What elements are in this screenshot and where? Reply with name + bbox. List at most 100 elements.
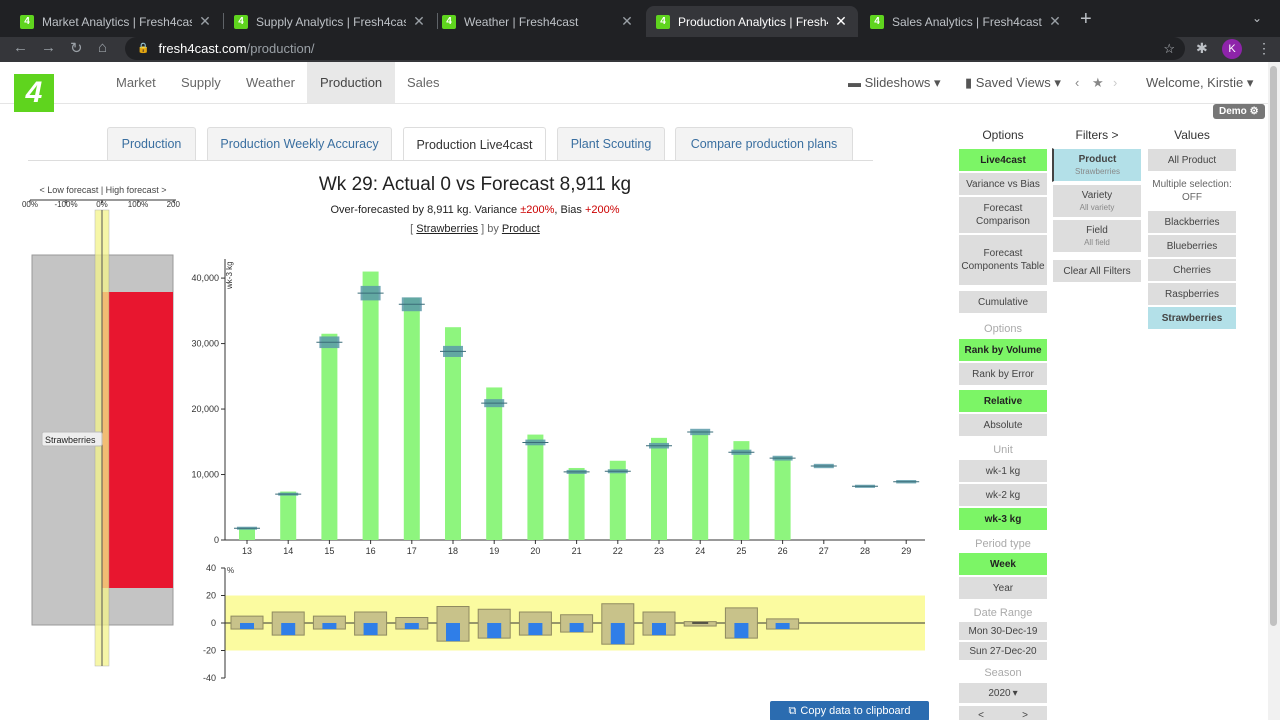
bias-bar bbox=[240, 623, 254, 630]
rank-by-volume-button[interactable]: Rank by Volume bbox=[958, 338, 1048, 362]
close-icon[interactable]: ✕ bbox=[199, 13, 211, 29]
filter-label: Variety bbox=[1081, 190, 1113, 201]
url-host: fresh4cast.com bbox=[158, 41, 247, 56]
clear-all-filters-button[interactable]: Clear All Filters bbox=[1052, 259, 1142, 283]
page-scrollbar-thumb[interactable] bbox=[1270, 66, 1277, 626]
value-raspberries[interactable]: Raspberries bbox=[1147, 282, 1237, 306]
filter-value: All field bbox=[1084, 238, 1110, 247]
close-icon[interactable]: ✕ bbox=[621, 13, 633, 29]
subtab-compare-production-plans[interactable]: Compare production plans bbox=[675, 127, 853, 160]
x-tick-label: 20 bbox=[530, 546, 540, 556]
home-icon[interactable]: ⌂ bbox=[98, 39, 108, 56]
extensions-puzzle-icon[interactable]: ✱ bbox=[1196, 40, 1208, 56]
close-icon[interactable]: ✕ bbox=[1049, 13, 1061, 29]
nav-market[interactable]: Market bbox=[116, 75, 156, 90]
relative-button[interactable]: Relative bbox=[958, 389, 1048, 413]
period-year-button[interactable]: Year bbox=[958, 576, 1048, 600]
bias-bar bbox=[528, 623, 543, 636]
nav-sales[interactable]: Sales bbox=[407, 75, 440, 90]
nav-production[interactable]: Production bbox=[307, 62, 396, 103]
subtab-production-live4cast[interactable]: Production Live4cast bbox=[403, 127, 546, 161]
url-path: /production/ bbox=[246, 41, 315, 56]
browser-tab-production[interactable]: 4 Production Analytics | Fresh4cast ✕ bbox=[646, 6, 858, 37]
subtab-production[interactable]: Production bbox=[107, 127, 196, 160]
crumb-bracket: [ bbox=[410, 223, 417, 235]
filter-field[interactable]: Field All field bbox=[1052, 219, 1142, 253]
date-range-start[interactable]: Mon 30-Dec-19 bbox=[958, 621, 1048, 641]
tab-search-icon[interactable]: ⌄ bbox=[1252, 11, 1263, 25]
option-forecast-components-table[interactable]: Forecast Components Table bbox=[958, 234, 1048, 286]
filter-value: Strawberries bbox=[1075, 167, 1120, 176]
chart-breadcrumb: [ Strawberries ] by Product bbox=[255, 223, 695, 235]
x-tick-label: 27 bbox=[819, 546, 829, 556]
user-menu[interactable]: Welcome, Kirstie ▾ bbox=[1146, 75, 1253, 91]
absolute-button[interactable]: Absolute bbox=[958, 413, 1048, 437]
subtab-plant-scouting[interactable]: Plant Scouting bbox=[557, 127, 665, 160]
season-prev-button[interactable]: < bbox=[978, 709, 984, 720]
rank-by-error-button[interactable]: Rank by Error bbox=[958, 362, 1048, 386]
back-icon[interactable]: ← bbox=[13, 39, 28, 56]
fresh4cast-logo[interactable]: 4 bbox=[14, 74, 54, 112]
value-strawberries[interactable]: Strawberries bbox=[1147, 306, 1237, 330]
option-variance-vs-bias[interactable]: Variance vs Bias bbox=[958, 172, 1048, 196]
option-forecast-comparison[interactable]: Forecast Comparison bbox=[958, 196, 1048, 234]
forward-icon[interactable]: → bbox=[41, 39, 56, 56]
slideshows-menu[interactable]: ▬ Slideshows ▾ bbox=[848, 75, 941, 91]
browser-tab-market[interactable]: 4 Market Analytics | Fresh4cast ✕ bbox=[10, 6, 222, 37]
crumb-dimension-link[interactable]: Product bbox=[501, 223, 540, 235]
scale-tick-label: 00% bbox=[22, 200, 38, 209]
filter-product[interactable]: Product Strawberries bbox=[1052, 148, 1142, 182]
date-range-end[interactable]: Sun 27-Dec-20 bbox=[958, 641, 1048, 661]
period-week-button[interactable]: Week bbox=[958, 552, 1048, 576]
caret-down-icon: ▾ bbox=[1012, 687, 1018, 699]
bookmark-star-icon[interactable]: ☆ bbox=[1163, 40, 1175, 56]
category-label-box bbox=[41, 431, 103, 447]
reload-icon[interactable]: ↻ bbox=[70, 40, 83, 57]
option-cumulative[interactable]: Cumulative bbox=[958, 290, 1048, 314]
value-blackberries[interactable]: Blackberries bbox=[1147, 210, 1237, 234]
close-icon[interactable]: ✕ bbox=[413, 13, 425, 29]
option-live4cast[interactable]: Live4cast bbox=[958, 148, 1048, 172]
clear-filters-label: Clear All Filters bbox=[1063, 265, 1131, 277]
browser-tab-sales[interactable]: 4 Sales Analytics | Fresh4cast ✕ bbox=[860, 6, 1072, 37]
actual-bar bbox=[486, 387, 503, 540]
value-blueberries[interactable]: Blueberries bbox=[1147, 234, 1237, 258]
filter-variety[interactable]: Variety All variety bbox=[1052, 184, 1142, 218]
new-tab-icon[interactable]: + bbox=[1080, 8, 1092, 30]
unit-wk1-button[interactable]: wk-1 kg bbox=[958, 459, 1048, 483]
crumb-product-link[interactable]: Strawberries bbox=[416, 223, 479, 235]
value-cherries[interactable]: Cherries bbox=[1147, 258, 1237, 282]
actual-bar bbox=[280, 491, 297, 540]
variance-y-label: % bbox=[227, 566, 234, 575]
chevron-right-icon[interactable]: › bbox=[1113, 75, 1118, 90]
star-icon[interactable]: ★ bbox=[1092, 75, 1104, 90]
browser-menu-icon[interactable]: ⋮ bbox=[1257, 40, 1271, 56]
filter-label: Product bbox=[1078, 154, 1117, 165]
chevron-left-icon[interactable]: ‹ bbox=[1075, 75, 1080, 90]
demo-badge[interactable]: Demo ⚙ bbox=[1213, 104, 1265, 119]
caret-down-icon: ▾ bbox=[934, 75, 941, 90]
season-next-button[interactable]: > bbox=[1022, 709, 1028, 720]
x-tick-label: 21 bbox=[572, 546, 582, 556]
demo-label: Demo bbox=[1219, 106, 1247, 117]
browser-tab-strip: 4 Market Analytics | Fresh4cast ✕ 4 Supp… bbox=[0, 0, 1280, 37]
copy-data-button[interactable]: ⧉ Copy data to clipboard bbox=[770, 701, 929, 720]
saved-views-menu[interactable]: ▮ Saved Views ▾ bbox=[965, 75, 1061, 91]
avatar[interactable]: K bbox=[1222, 39, 1242, 59]
nav-weather[interactable]: Weather bbox=[246, 75, 295, 90]
unit-wk3-button[interactable]: wk-3 kg bbox=[958, 507, 1048, 531]
browser-tab-supply[interactable]: 4 Supply Analytics | Fresh4cast ✕ bbox=[224, 6, 436, 37]
nav-supply[interactable]: Supply bbox=[181, 75, 221, 90]
season-select[interactable]: 2020 ▾ bbox=[958, 682, 1048, 704]
subtab-production-weekly-accuracy[interactable]: Production Weekly Accuracy bbox=[207, 127, 392, 160]
actual-bar bbox=[403, 297, 420, 540]
bias-bar bbox=[363, 623, 378, 636]
value-all-product[interactable]: All Product bbox=[1147, 148, 1237, 172]
x-tick-label: 14 bbox=[283, 546, 293, 556]
scale-tick-label: -100% bbox=[54, 200, 77, 209]
address-bar[interactable]: 🔒 fresh4cast.com/production/ ☆ bbox=[125, 37, 1185, 60]
browser-tab-weather[interactable]: 4 Weather | Fresh4cast ✕ bbox=[432, 6, 644, 37]
close-icon[interactable]: ✕ bbox=[835, 13, 847, 29]
unit-wk2-button[interactable]: wk-2 kg bbox=[958, 483, 1048, 507]
x-tick-label: 26 bbox=[778, 546, 788, 556]
